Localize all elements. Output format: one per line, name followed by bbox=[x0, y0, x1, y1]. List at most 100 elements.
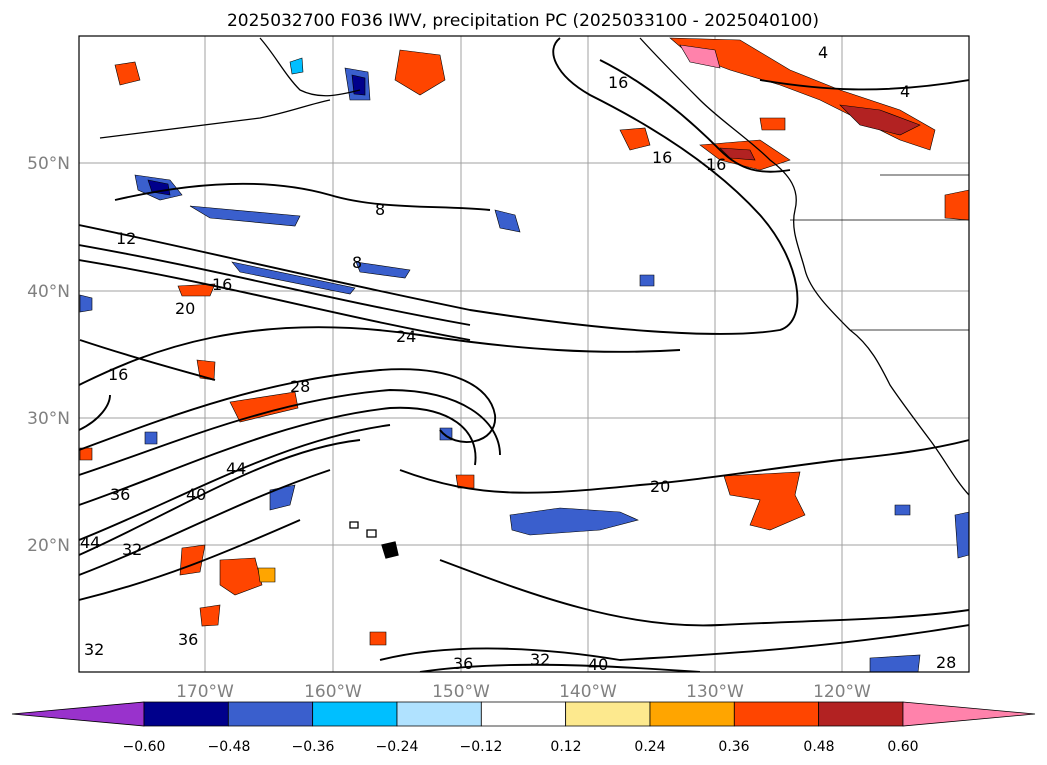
coastlines bbox=[99, 37, 969, 559]
precip-patch bbox=[679, 44, 721, 69]
precip-patch bbox=[394, 49, 446, 96]
map-title: 2025032700 F036 IWV, precipitation PC (2… bbox=[227, 11, 819, 31]
contour-8 bbox=[114, 182, 491, 211]
precip-positive-patches bbox=[79, 37, 969, 646]
precip-patch bbox=[944, 189, 969, 221]
contour-44 bbox=[79, 439, 361, 556]
colorbar-cells bbox=[11, 701, 1036, 727]
graticule bbox=[79, 36, 969, 672]
contour-32 bbox=[79, 389, 501, 476]
contour-label: 16 bbox=[652, 148, 672, 167]
contour-label: 8 bbox=[352, 253, 362, 272]
colorbar-cell bbox=[480, 701, 567, 727]
precip-negative-patches bbox=[79, 57, 969, 672]
contour-label: 8 bbox=[375, 200, 385, 219]
contour-4 bbox=[759, 79, 969, 91]
contour-label: 32 bbox=[530, 650, 550, 669]
contour-36 bbox=[79, 406, 477, 506]
map-background bbox=[79, 36, 969, 672]
lon-label-130w: 130°W bbox=[686, 682, 744, 702]
colorbar-cell bbox=[565, 701, 651, 727]
lon-label-160w: 160°W bbox=[304, 682, 362, 702]
contour-36-south bbox=[79, 469, 331, 576]
precip-patch bbox=[355, 261, 411, 279]
contour-label-layer: 4 4 8 8 12 16 16 16 16 16 20 20 24 28 28… bbox=[80, 43, 956, 674]
lon-label-140w: 140°W bbox=[559, 682, 617, 702]
iwv-contours bbox=[79, 37, 969, 672]
precip-patch bbox=[231, 261, 356, 295]
latitude-axis: 50°N 40°N 30°N 20°N bbox=[27, 154, 70, 556]
contour-label: 24 bbox=[396, 327, 416, 346]
contour-label: 16 bbox=[608, 73, 628, 92]
contour-32-bottom bbox=[419, 663, 701, 672]
precip-patch bbox=[839, 104, 921, 136]
precip-patch bbox=[759, 117, 786, 131]
contour-16-west bbox=[79, 339, 216, 381]
precip-patch bbox=[723, 471, 806, 531]
lat-label-50n: 50°N bbox=[27, 154, 70, 174]
contour-12 bbox=[79, 37, 799, 335]
precip-patch bbox=[619, 127, 651, 151]
contour-label: 44 bbox=[226, 459, 246, 478]
contour-label: 4 bbox=[818, 43, 828, 62]
contour-20-west bbox=[79, 394, 111, 431]
hawaii-island bbox=[366, 529, 377, 538]
colorbar-tick-label: −0.48 bbox=[208, 739, 251, 755]
contour-label: 36 bbox=[110, 485, 130, 504]
precip-patch bbox=[494, 209, 521, 233]
colorbar-cell bbox=[733, 701, 820, 727]
precip-patch bbox=[189, 205, 301, 227]
contour-40 bbox=[79, 424, 391, 541]
precip-patch bbox=[229, 391, 299, 423]
precip-patch bbox=[954, 511, 969, 559]
contour-label: 16 bbox=[108, 365, 128, 384]
precip-patch bbox=[79, 294, 93, 313]
contour-label: 28 bbox=[290, 377, 310, 396]
contour-16 bbox=[79, 244, 471, 326]
map-plot-area: 4 4 8 8 12 16 16 16 16 16 20 20 24 28 28… bbox=[78, 35, 970, 674]
aleutian-islands bbox=[99, 99, 331, 139]
contour-label: 32 bbox=[122, 540, 142, 559]
precip-patch bbox=[199, 604, 221, 627]
contour-label: 36 bbox=[453, 654, 473, 673]
contour-32-south bbox=[79, 519, 301, 601]
colorbar-tick-label: 0.48 bbox=[803, 739, 834, 755]
colorbar-tick-label: −0.36 bbox=[292, 739, 335, 755]
precip-patch bbox=[719, 147, 756, 161]
colorbar-cell bbox=[227, 701, 314, 727]
colorbar-cell bbox=[11, 701, 145, 727]
colorbar-cell bbox=[818, 701, 904, 727]
contour-20 bbox=[79, 259, 471, 341]
contour-label: 40 bbox=[588, 655, 608, 674]
contour-label: 16 bbox=[212, 275, 232, 294]
precip-patch bbox=[79, 447, 93, 461]
colorbar-tick-label: 0.24 bbox=[634, 739, 665, 755]
lat-label-40n: 40°N bbox=[27, 282, 70, 302]
contour-label: 16 bbox=[706, 155, 726, 174]
precip-patch bbox=[289, 57, 304, 75]
precip-patch bbox=[114, 61, 141, 86]
colorbar-tick-label: −0.24 bbox=[376, 739, 419, 755]
alaska-coast bbox=[259, 37, 361, 97]
contour-28 bbox=[79, 368, 496, 451]
colorbar-tick-label: 0.36 bbox=[718, 739, 749, 755]
contour-label: 40 bbox=[186, 485, 206, 504]
colorbar-cell bbox=[143, 701, 229, 727]
lon-label-120w: 120°W bbox=[813, 682, 871, 702]
precip-patch bbox=[257, 567, 276, 583]
precip-patch bbox=[869, 654, 921, 672]
colorbar-cell bbox=[396, 701, 482, 727]
contour-label: 12 bbox=[116, 229, 136, 248]
colorbar-tick-label: −0.60 bbox=[123, 739, 166, 755]
colorbar-tick-label: 0.60 bbox=[887, 739, 918, 755]
precip-patch bbox=[455, 474, 475, 489]
contour-label: 44 bbox=[80, 533, 100, 552]
contour-label: 28 bbox=[936, 653, 956, 672]
precip-patch bbox=[369, 631, 387, 646]
hawaii-island bbox=[349, 521, 359, 529]
precip-patch bbox=[219, 557, 263, 596]
colorbar-cell bbox=[649, 701, 735, 727]
contour-24 bbox=[79, 326, 681, 386]
precip-patch bbox=[144, 431, 158, 445]
precip-patch bbox=[639, 274, 655, 287]
